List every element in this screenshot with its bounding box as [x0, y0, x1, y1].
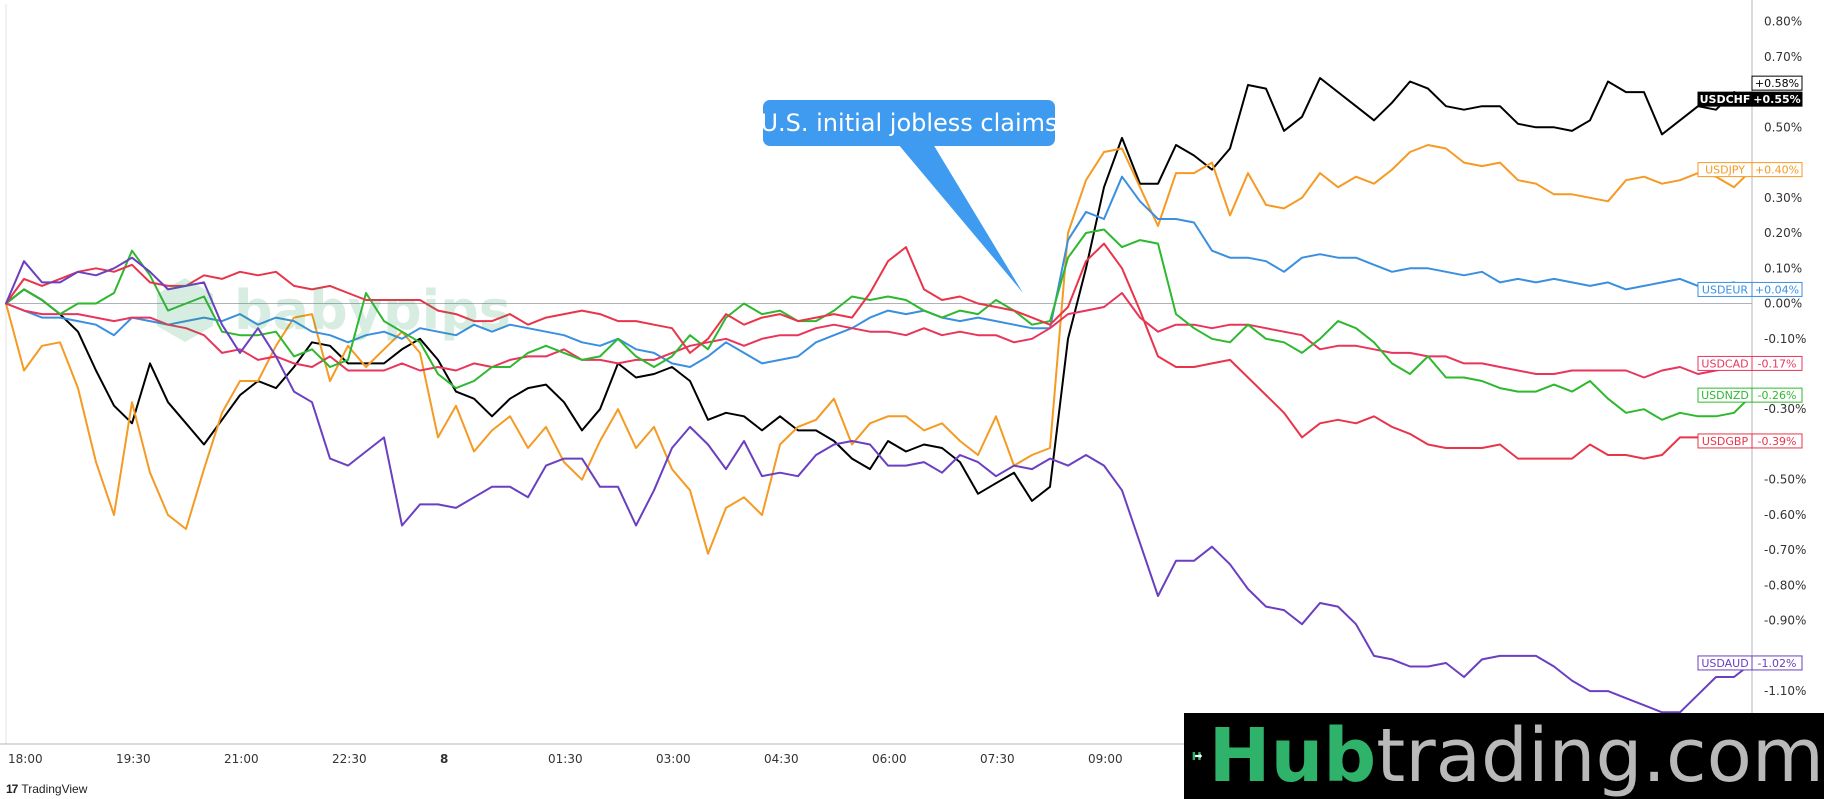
x-tick-label: 19:30: [116, 752, 151, 766]
series-value-tag: [1751, 162, 1803, 178]
watermark-text: babypips: [234, 278, 511, 342]
series-name-tag-label: USDEUR: [1702, 283, 1749, 296]
series-name-tag-label: USDJPY: [1705, 164, 1745, 177]
axes: 0.80% 0.70% 0.50% 0.30% 0.20% 0.10% 0.00% -0.10…: [0, 0, 1806, 766]
y-tick-label: 0.10%: [1764, 261, 1802, 275]
x-tick-label: 03:00: [656, 752, 691, 766]
babypips-watermark: babypips: [150, 275, 511, 345]
x-tick-label: 18:00: [8, 752, 43, 766]
series-value-tag-label: -0.17%: [1758, 357, 1797, 370]
series-name-tag-label: USDNZD: [1701, 389, 1749, 402]
series-line-usdeur: [5, 175, 1753, 368]
x-tick-label: 06:00: [872, 752, 907, 766]
y-tick-label: -0.70%: [1764, 543, 1806, 557]
series-value-tag-label: +0.04%: [1755, 283, 1799, 296]
tradingview-icon: 17: [6, 782, 18, 796]
x-tick-label: 21:00: [224, 752, 259, 766]
series-line-usdjpy: [5, 144, 1753, 555]
series-name-tag-label: USDGBP: [1702, 435, 1749, 448]
y-tick-label: -0.60%: [1764, 508, 1806, 522]
series-value-tag-label: +0.40%: [1755, 164, 1799, 177]
hexagon-logo-icon: [157, 278, 213, 342]
series-lines: [5, 77, 1753, 714]
hubtrading-banner: Hubtrading.com: [1184, 713, 1824, 799]
hub-text: Hub: [1208, 713, 1377, 799]
y-tick-label: -0.10%: [1764, 332, 1806, 346]
series-line-usdgbp: [5, 242, 1753, 460]
y-tick-label: -0.90%: [1764, 614, 1806, 628]
callout-pointer: [898, 144, 1023, 293]
tradingview-label: TradingView: [21, 782, 88, 796]
y-tick-label: 0.50%: [1764, 120, 1802, 134]
series-value-tag: [1751, 281, 1803, 297]
x-tick-label: 09:00: [1088, 752, 1123, 766]
y-tick-label: -0.80%: [1764, 578, 1806, 592]
series-value-tag-label: -0.39%: [1758, 435, 1797, 448]
trading-com-text: trading.com: [1376, 713, 1824, 799]
y-tick-label: -0.50%: [1764, 473, 1806, 487]
callout-label: U.S. initial jobless claims: [760, 109, 1057, 137]
y-tick-label: -0.30%: [1764, 402, 1806, 416]
series-extra-tag-label: +0.58%: [1755, 77, 1799, 90]
series-line-usdaud: [5, 256, 1753, 714]
tradingview-logo[interactable]: 17 TradingView: [6, 782, 87, 796]
series-value-tag: [1751, 91, 1803, 107]
hubtrading-wordmark: Hubtrading.com: [1209, 713, 1824, 799]
y-tick-label: 0.80%: [1764, 15, 1802, 29]
series-extra-tag: [1751, 75, 1803, 91]
x-tick-label: 07:30: [980, 752, 1015, 766]
y-tick-label: 0.20%: [1764, 226, 1802, 240]
annotation-callout: U.S. initial jobless claims: [760, 100, 1058, 293]
series-value-tag-label: +0.55%: [1753, 93, 1800, 106]
x-tick-label: 8: [440, 752, 448, 766]
series-value-tag: [1751, 655, 1803, 671]
series-value-tag-label: -1.02%: [1758, 657, 1797, 670]
series-name-tag-label: USDCAD: [1701, 357, 1748, 370]
x-tick-label: 01:30: [548, 752, 583, 766]
series-value-tag: [1751, 433, 1803, 449]
y-tick-label: 0.00%: [1764, 297, 1802, 311]
series-value-tag-label: -0.26%: [1758, 389, 1797, 402]
series-line-usdnzd: [5, 228, 1753, 421]
callout-box: [763, 100, 1055, 146]
series-line-usdcad: [5, 292, 1753, 379]
y-tick-label: 0.30%: [1764, 191, 1802, 205]
series-name-tag-label: USDAUD: [1701, 657, 1748, 670]
x-tick-label: 04:30: [764, 752, 799, 766]
series-value-tag: [1751, 355, 1803, 371]
y-tick-label: 0.70%: [1764, 50, 1802, 64]
x-tick-label: 22:30: [332, 752, 367, 766]
hubtrading-logo-icon: [1192, 752, 1203, 760]
series-value-tags: USDCHF +0.55% +0.58% USDJPY +0.40% USDEUR +0.0…: [1697, 75, 1803, 671]
series-name-tag-label: USDCHF: [1700, 93, 1751, 106]
series-value-tag: [1751, 387, 1803, 403]
y-tick-label: -1.10%: [1764, 684, 1806, 698]
